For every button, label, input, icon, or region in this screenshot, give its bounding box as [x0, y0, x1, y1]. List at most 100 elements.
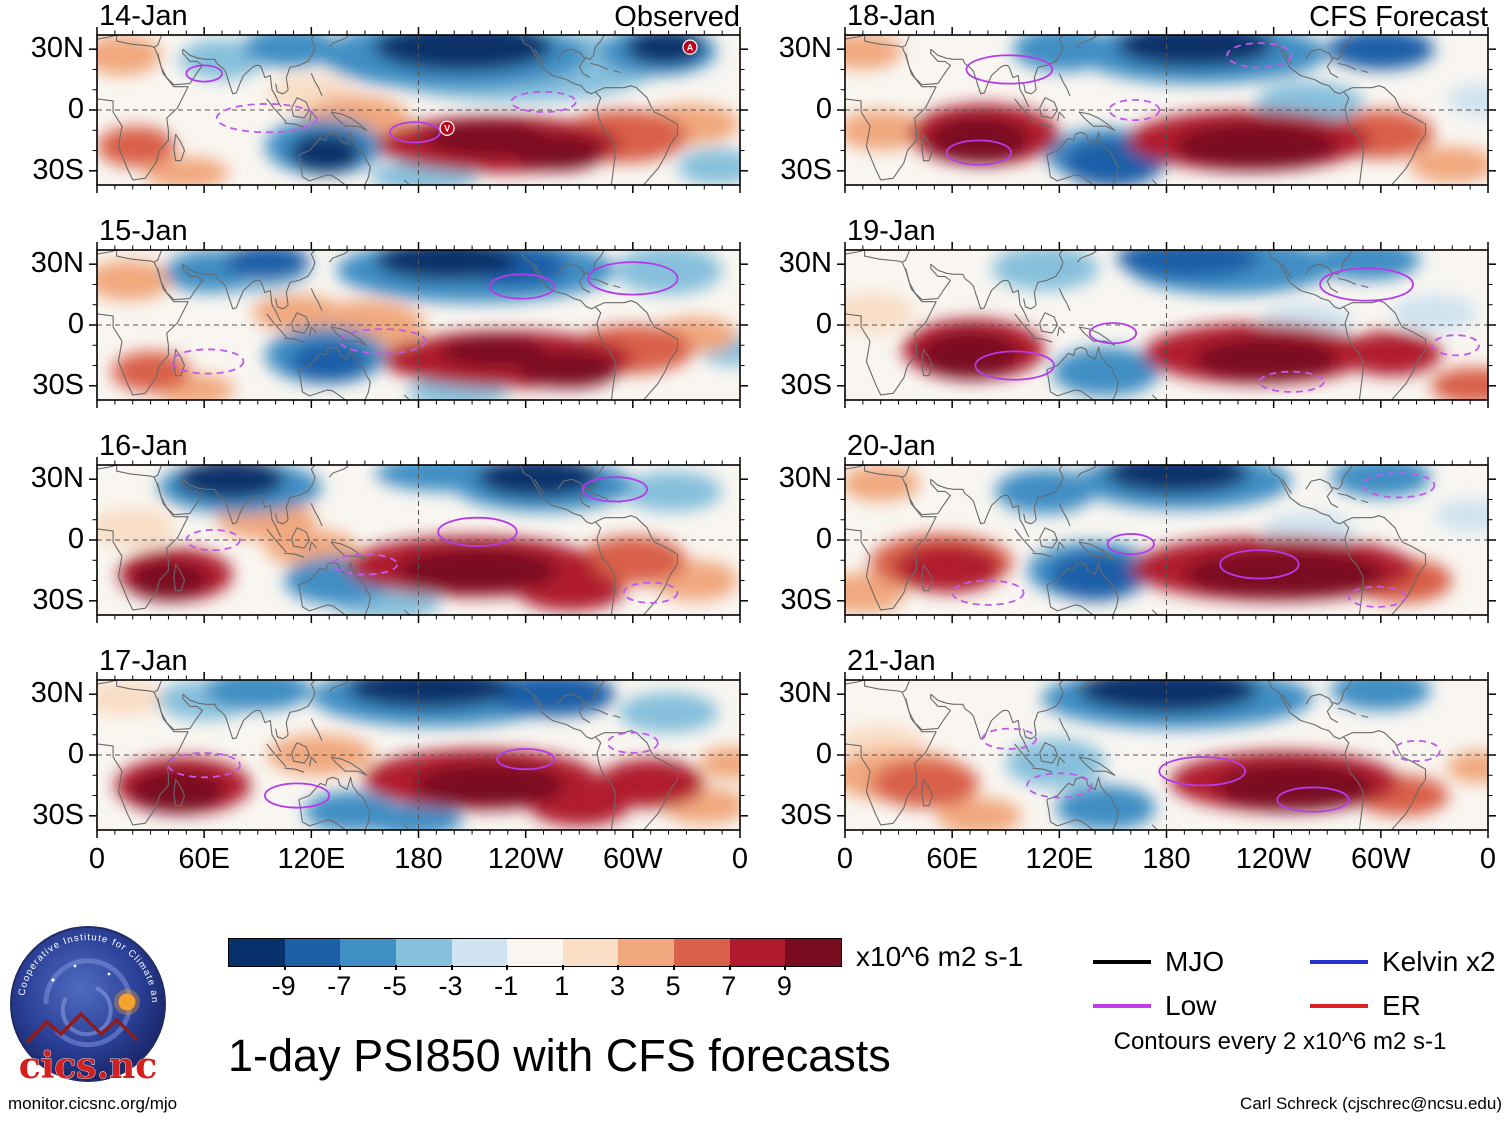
coastline — [328, 680, 350, 693]
coastline — [1267, 680, 1344, 740]
colorbar-tick — [450, 965, 453, 970]
colorbar-tick-label: -1 — [494, 971, 519, 1001]
storm-marker-letter: A — [687, 43, 694, 53]
coastline — [1305, 478, 1339, 509]
storm-marker-letter: V — [444, 124, 450, 134]
coastline — [1058, 73, 1071, 97]
coastline — [1342, 91, 1364, 185]
coastline — [1361, 69, 1369, 74]
coastline — [1332, 465, 1353, 490]
coastline — [584, 35, 605, 60]
coastline — [298, 369, 346, 400]
cicsnc-logo: Cooperative Institute for Climate and Sa… — [5, 922, 166, 1087]
coastline — [1267, 250, 1344, 310]
colorbar-tick-label: 7 — [721, 971, 737, 1001]
lat-label: 30N — [30, 462, 84, 495]
lat-label: 0 — [815, 308, 832, 340]
coastline — [1343, 85, 1427, 185]
wave-contour — [1106, 533, 1155, 556]
wave-contour — [339, 328, 427, 355]
coastline — [275, 465, 316, 525]
coastline — [589, 62, 609, 70]
lat-label: 0 — [67, 308, 84, 340]
coastline — [1361, 714, 1369, 719]
lat-label: 0 — [815, 93, 832, 125]
panel-date-label: 14-Jan — [99, 0, 188, 32]
coastline — [589, 707, 609, 715]
coastline — [584, 680, 605, 705]
wave-contour — [1226, 42, 1293, 69]
coastline — [291, 527, 311, 549]
lat-label: 30N — [30, 677, 84, 710]
coastline — [1014, 313, 1035, 338]
coastline — [921, 563, 934, 592]
wave-contour — [1319, 267, 1414, 302]
coastline — [613, 69, 621, 74]
colorbar-segment — [507, 939, 563, 966]
coastline — [1056, 756, 1066, 767]
footer-url: monitor.cicsnc.org/mjo — [8, 1094, 178, 1113]
map-svg — [837, 242, 1496, 408]
coastline — [328, 465, 350, 478]
coastline — [173, 778, 186, 807]
lat-label: 30S — [32, 153, 84, 186]
coastline — [613, 284, 621, 289]
logo-swirl-inner — [60, 986, 113, 1037]
coastline — [1039, 97, 1059, 119]
colorbar — [228, 938, 842, 967]
lon-label: 120W — [1235, 843, 1312, 875]
forecast-column-header: CFS Forecast — [1309, 1, 1488, 33]
lat-label: 30N — [778, 247, 832, 280]
lon-label: 180 — [394, 843, 443, 875]
coastline — [1008, 497, 1030, 538]
colorbar-tick — [728, 965, 731, 970]
coastline — [1032, 122, 1053, 128]
coastline — [1361, 284, 1369, 289]
storm-marker — [439, 120, 455, 136]
coastline — [1332, 35, 1353, 60]
coastline — [291, 742, 311, 764]
coastline — [1342, 521, 1364, 615]
lat-label: 0 — [67, 93, 84, 125]
coastline — [1305, 693, 1339, 724]
logo-star — [51, 978, 55, 982]
wave-contour — [581, 476, 649, 503]
coastline — [1267, 465, 1344, 525]
map-panel-16-Jan — [87, 455, 750, 625]
coastline — [613, 714, 621, 719]
coastline — [534, 48, 544, 64]
coastline — [1282, 478, 1292, 494]
lat-label: 0 — [815, 523, 832, 555]
wave-contour — [587, 261, 679, 296]
colorbar-tick — [617, 965, 620, 970]
map-svg — [837, 672, 1496, 838]
coastline — [1305, 48, 1339, 79]
coastline — [1267, 35, 1344, 95]
lat-label: 30S — [780, 368, 832, 401]
coastline — [519, 250, 596, 310]
lat-label: 30N — [778, 677, 832, 710]
coastline — [1014, 98, 1035, 123]
logo-sun — [118, 993, 136, 1011]
colorbar-tick — [506, 965, 509, 970]
coastline — [557, 263, 591, 294]
footer-credit: Carl Schreck (cjschrec@ncsu.edu) — [1240, 1094, 1502, 1113]
coastline — [1032, 767, 1053, 773]
logo-wordmark: cics.nc — [19, 1045, 157, 1087]
coastline — [1332, 680, 1353, 705]
map-svg — [89, 242, 748, 408]
coastline — [310, 73, 323, 97]
colorbar-tick — [283, 965, 286, 970]
logo-mountains — [25, 1011, 139, 1044]
colorbar-tick-label: 5 — [665, 971, 681, 1001]
colorbar-tick-label: -7 — [327, 971, 352, 1001]
coastline — [260, 67, 282, 108]
wave-contour — [437, 516, 518, 547]
coastline — [97, 250, 162, 263]
coastline — [905, 694, 951, 731]
coastline — [1151, 609, 1158, 615]
coastline — [182, 48, 218, 64]
lat-label: 30S — [780, 153, 832, 186]
lat-label: 0 — [67, 738, 84, 770]
